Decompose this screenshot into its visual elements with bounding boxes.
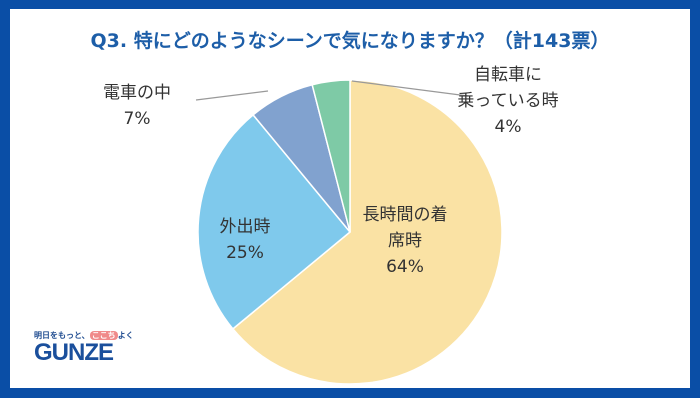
slice-label: 乗っている時 — [457, 91, 558, 111]
logo-brand: GUNZE — [34, 339, 114, 366]
slice-label: 自転車に — [474, 65, 542, 85]
slice-value-label: 64% — [386, 257, 424, 277]
slice-label: 外出時 — [220, 217, 271, 237]
slice-label: 席時 — [388, 231, 422, 251]
pie-slice — [231, 79, 503, 385]
leader-line — [195, 90, 269, 101]
pie-slice — [311, 79, 351, 233]
leader-line — [351, 80, 469, 97]
slice-value-label: 25% — [226, 243, 264, 263]
chart-title: Q3. 特にどのようなシーンで気になりますか？（計143票） — [90, 30, 610, 52]
gunze-logo: 明日をもっと、 ここち よく GUNZE — [34, 330, 134, 365]
slice-value-label: 7% — [124, 109, 151, 129]
pie-slice — [197, 113, 352, 330]
logo-tagline: 明日をもっと、 ここち よく — [34, 331, 134, 340]
slice-label: 電車の中 — [103, 83, 171, 103]
slice-value-label: 4% — [495, 117, 522, 137]
slice-label: 長時間の着 — [363, 205, 448, 225]
